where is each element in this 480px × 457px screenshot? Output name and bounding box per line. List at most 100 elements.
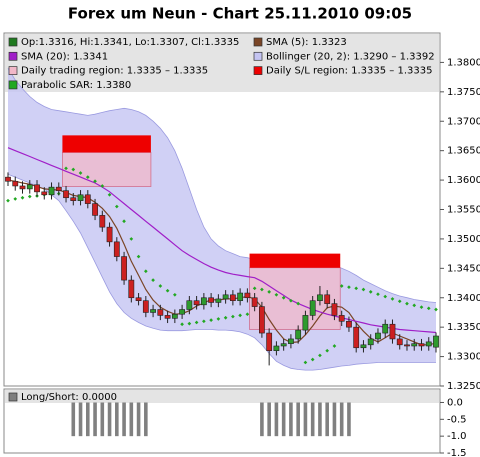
candle-body: [70, 197, 77, 201]
candle-body: [346, 320, 352, 328]
sar-dot: [376, 292, 380, 297]
bar: [267, 402, 271, 437]
legend-background: [5, 390, 439, 403]
sar-dot: [267, 290, 271, 294]
bar: [332, 402, 337, 437]
legend-swatch: [253, 51, 263, 61]
bar: [325, 402, 329, 437]
bar: [100, 402, 105, 437]
candle-body: [258, 306, 265, 334]
sar-dot: [252, 286, 257, 291]
legend-background: [5, 34, 439, 92]
y-tick-label: 1.3500: [447, 234, 480, 245]
bar: [115, 402, 119, 437]
sar-dot: [310, 357, 315, 362]
candle-body: [411, 343, 418, 347]
y-tick-label: 1.3600: [447, 175, 480, 186]
sar-dot: [187, 321, 192, 326]
sar-dot: [354, 286, 359, 291]
candle-body: [389, 323, 396, 340]
candle-body: [179, 309, 186, 315]
sar-dot: [136, 254, 141, 259]
legend-swatch: [253, 37, 263, 47]
bollinger-lower: [7, 173, 436, 371]
candle-body: [150, 309, 156, 313]
sar-dot: [71, 167, 76, 172]
candle-body: [63, 190, 69, 199]
sar-dot: [412, 303, 417, 308]
legend-label: Daily trading region: 1.3335 – 1.3335: [21, 66, 208, 77]
candle-body: [113, 241, 120, 257]
candle-body: [222, 294, 229, 300]
sar-dot: [173, 292, 177, 297]
candle-body: [360, 344, 367, 349]
y-tick-label: 1.3550: [447, 205, 480, 216]
legend-swatch: [8, 51, 18, 61]
bar: [93, 402, 97, 437]
sar-dot: [64, 166, 68, 171]
y-tick-label: 1.3300: [447, 352, 480, 363]
candle-body: [164, 315, 171, 319]
bar: [310, 402, 315, 437]
sar-dot: [223, 315, 228, 320]
candle-body: [309, 300, 316, 316]
sar-dot: [129, 237, 134, 241]
y-tick-label: 1.3700: [447, 116, 480, 127]
sar-dot: [78, 171, 83, 175]
candle-body: [280, 343, 287, 347]
candle-body: [12, 180, 19, 187]
candle-body: [266, 332, 273, 351]
sar-dot: [165, 288, 170, 293]
sar-dot: [281, 295, 286, 300]
candle-body: [171, 313, 178, 319]
legend-label: Long/Short: 0.0000: [21, 392, 117, 403]
candle-body: [84, 194, 91, 204]
candle-body: [273, 345, 280, 352]
y-tick-label: -0.5: [447, 414, 467, 425]
candle-body: [77, 194, 84, 201]
candle-body: [353, 326, 360, 349]
y-tick-label: 1.3750: [447, 87, 480, 98]
sar-dot: [209, 318, 213, 322]
sar-dot: [27, 194, 32, 199]
candle-body: [99, 215, 106, 228]
candle-body: [142, 300, 149, 313]
chart-title: Forex um Neun - Chart 25.11.2010 09:05: [68, 5, 412, 23]
y-tick-label: 1.3350: [447, 322, 480, 333]
sar-dot: [434, 307, 438, 312]
candle-body: [244, 292, 251, 299]
bar: [274, 402, 279, 437]
sar-dot: [318, 353, 322, 358]
bar: [296, 402, 300, 437]
candle-body: [396, 338, 403, 346]
candle-body: [237, 292, 244, 301]
candle-body: [317, 294, 323, 301]
sar-dot: [426, 306, 431, 311]
bar: [260, 402, 264, 437]
candle-body: [128, 279, 135, 299]
candle-body: [34, 184, 40, 193]
sar-dot: [325, 348, 330, 353]
bar: [78, 402, 83, 437]
sar-dot: [20, 195, 25, 200]
sar-dot: [260, 287, 264, 292]
legend-label: Daily S/L region: 1.3335 – 1.3335: [266, 66, 432, 77]
sar-dot: [143, 269, 148, 274]
sar-dot: [231, 314, 235, 319]
trading-region: [62, 152, 152, 187]
legend-swatch: [8, 66, 18, 75]
candle-body: [55, 186, 62, 191]
bar: [281, 402, 286, 437]
sar-dot: [368, 290, 373, 294]
bar: [144, 402, 148, 437]
sar-dot: [194, 320, 199, 325]
sar-dot: [332, 344, 337, 348]
candle-body: [433, 335, 439, 348]
candle-body: [106, 226, 113, 243]
sar-dot: [85, 175, 90, 179]
sar-dot: [158, 284, 163, 288]
legend-swatch: [8, 37, 18, 47]
y-tick-label: 1.3400: [447, 293, 480, 304]
y-tick-label: 1.3450: [447, 263, 480, 274]
sar-dot: [274, 292, 279, 297]
